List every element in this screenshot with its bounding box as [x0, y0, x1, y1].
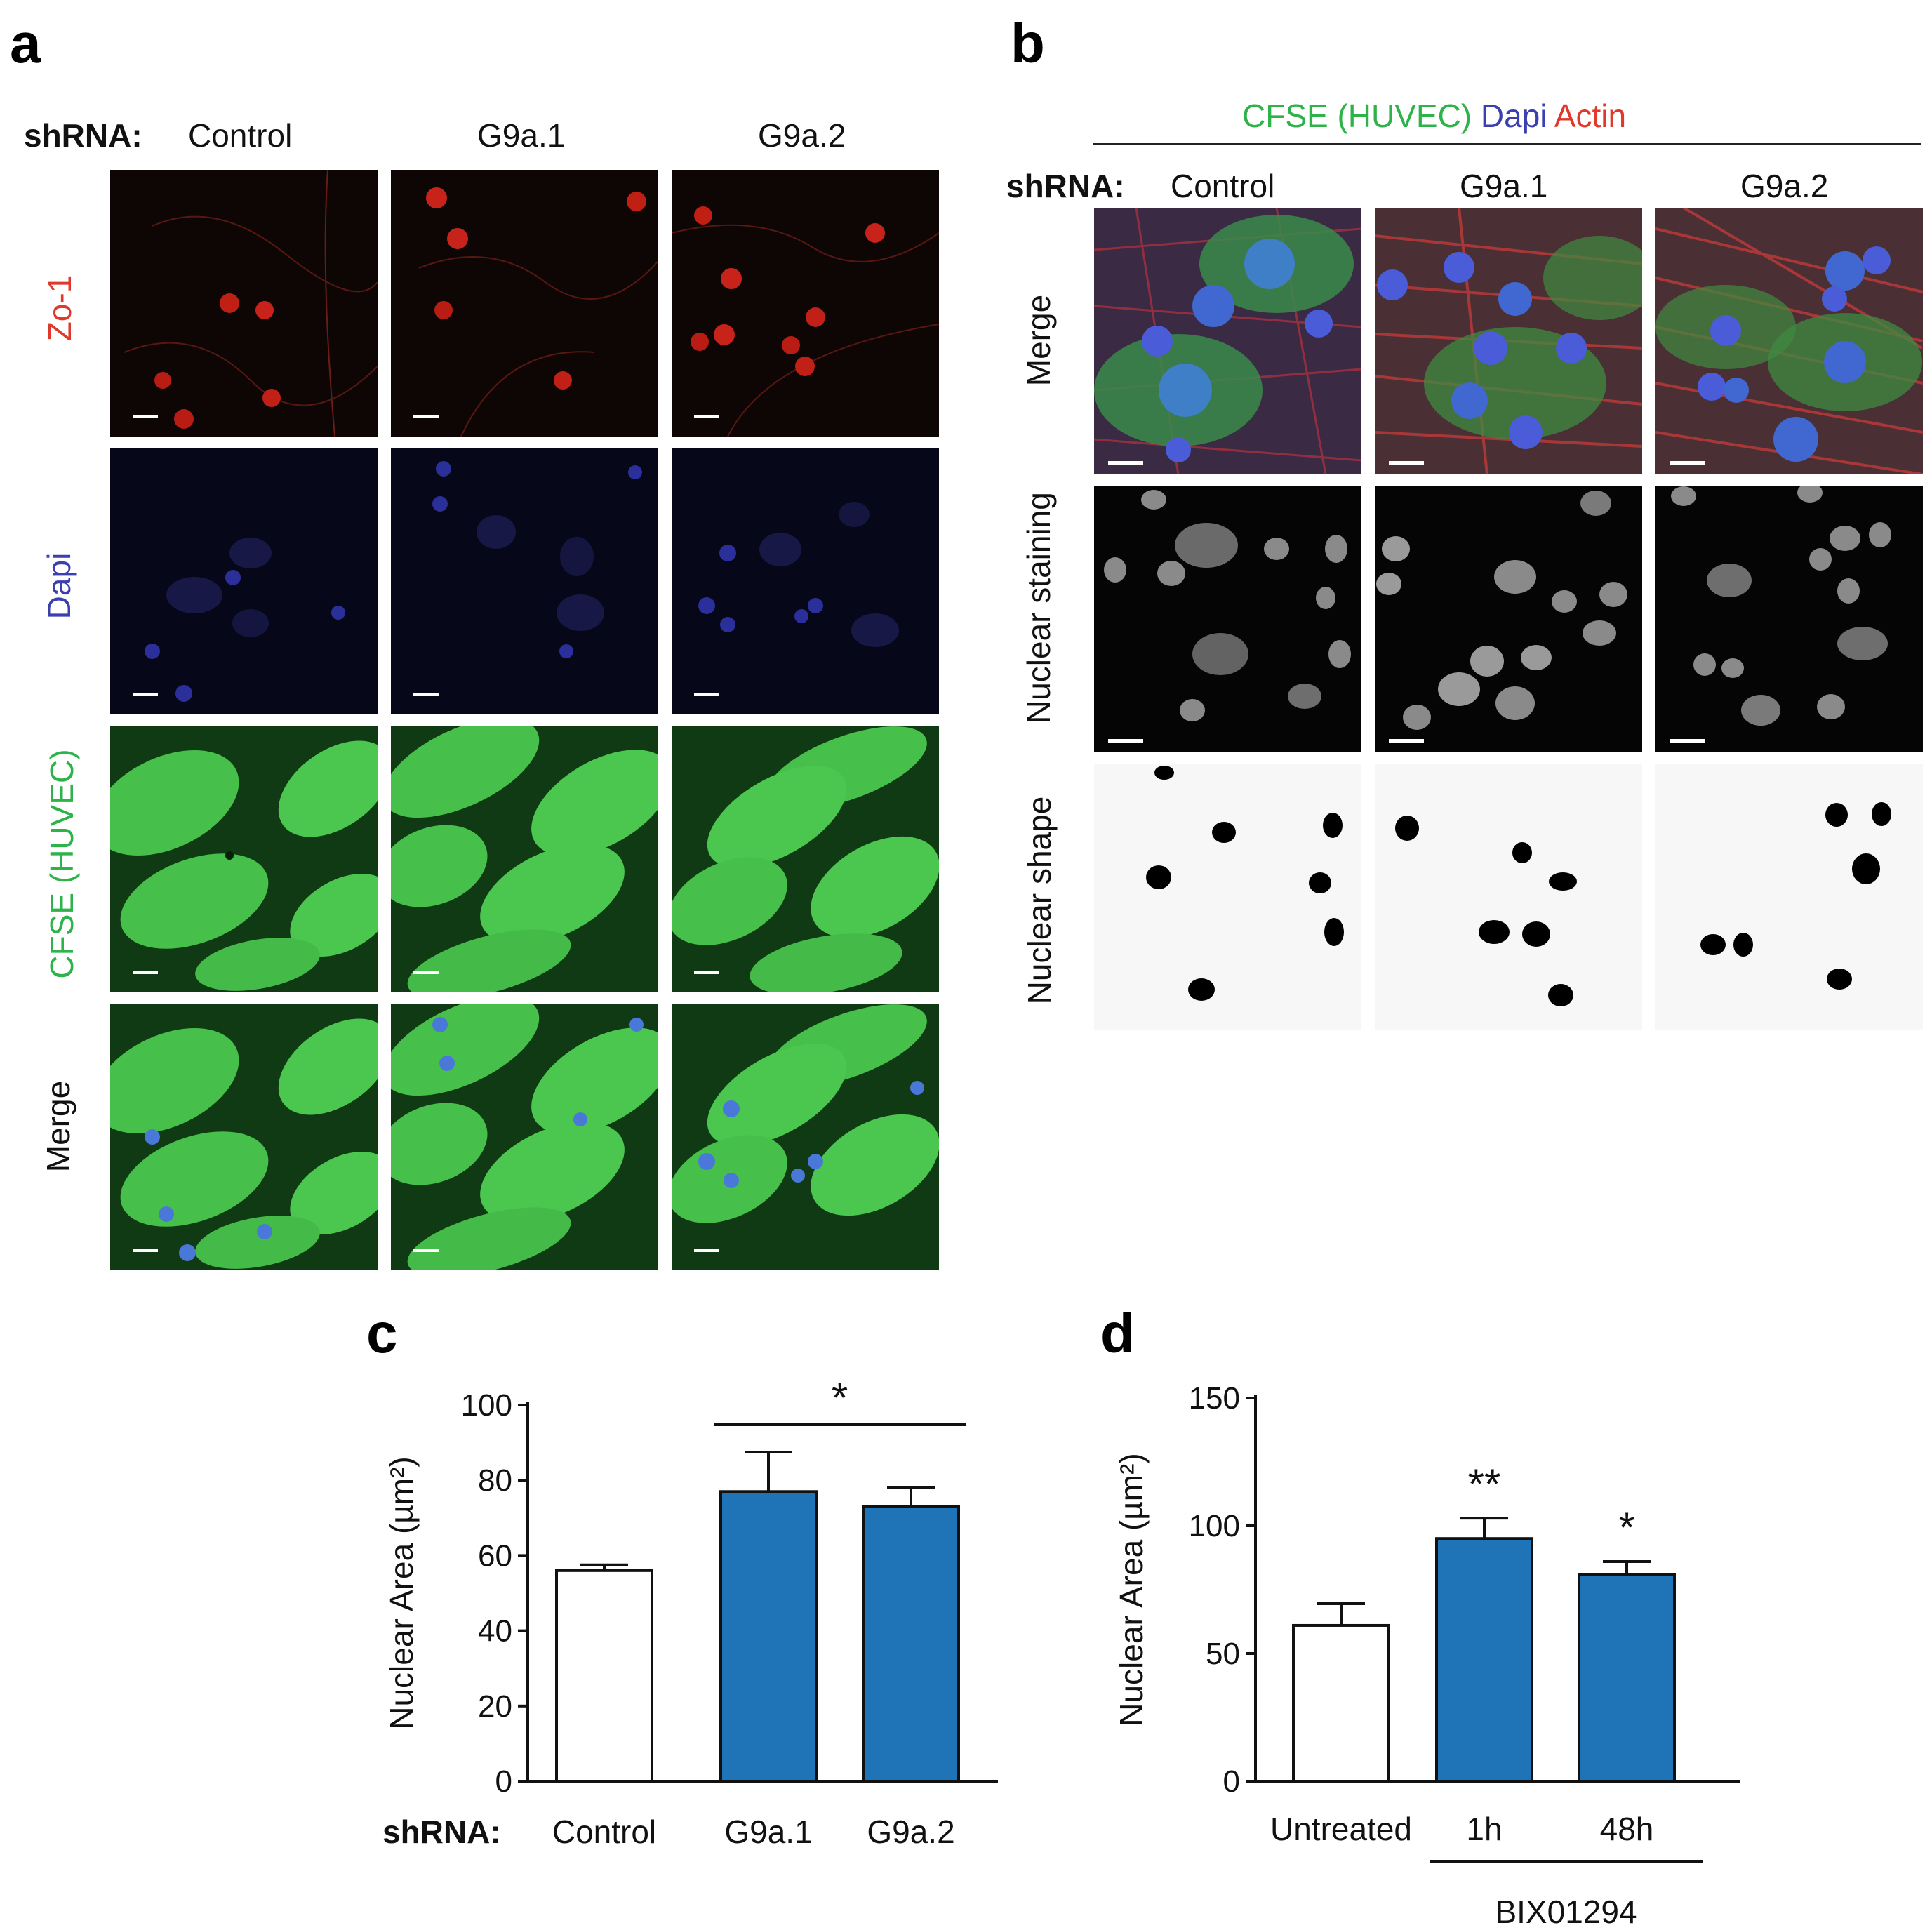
image-merge-b-control: [1094, 208, 1361, 474]
scale-bar: [1389, 461, 1424, 465]
x-tick-label: 48h: [1600, 1811, 1654, 1847]
image-nuclear-shape-g9a2: [1655, 764, 1923, 1030]
panel-a-col-g9a2: G9a.2: [758, 117, 846, 154]
panel-a-shrna-label: shRNA:: [24, 117, 142, 154]
image-cfse-control: [110, 726, 378, 992]
x-tick-label: G9a.2: [867, 1813, 954, 1850]
scale-bar: [1389, 739, 1424, 743]
y-tick-label: 80: [478, 1463, 512, 1498]
x-tick-label: G9a.1: [724, 1813, 812, 1850]
significance-label: *: [1618, 1504, 1634, 1551]
panel-a-letter: a: [10, 12, 41, 74]
panel-a-col-g9a1: G9a.1: [477, 117, 566, 154]
image-merge-a-control: [110, 1004, 378, 1270]
x-category-prefix: shRNA:: [382, 1813, 501, 1850]
scale-bar: [694, 693, 719, 696]
significance-label: *: [832, 1374, 848, 1421]
x-tick-label: Untreated: [1270, 1811, 1412, 1847]
image-nuclear-shape-g9a1: [1375, 764, 1642, 1030]
scale-bar: [413, 415, 439, 418]
bar: [1578, 1573, 1676, 1783]
image-dapi-control: [110, 448, 378, 714]
y-tick-label: 100: [1189, 1509, 1240, 1543]
stain-dapi-label: Dapi: [1480, 98, 1547, 134]
scale-bar: [1670, 461, 1705, 465]
image-zo1-g9a1: [391, 170, 658, 437]
image-merge-a-g9a1: [391, 1004, 658, 1270]
scale-bar: [413, 693, 439, 696]
y-axis-label: Nuclear Area (µm²): [1113, 1453, 1150, 1726]
panel-b-shrna-label: shRNA:: [1006, 168, 1125, 204]
bar: [1435, 1537, 1533, 1783]
scale-bar: [133, 693, 158, 696]
scale-bar: [133, 1249, 158, 1252]
x-tick-label: Control: [552, 1813, 656, 1850]
scale-bar: [413, 1249, 439, 1252]
image-nuclear-staining-control: [1094, 486, 1361, 752]
group-label: BIX01294: [1495, 1894, 1637, 1930]
image-merge-b-g9a2: [1655, 208, 1923, 474]
y-tick-label: 60: [478, 1538, 512, 1573]
image-zo1-control: [110, 170, 378, 437]
scale-bar: [694, 415, 719, 418]
y-tick-label: 40: [478, 1614, 512, 1649]
scale-bar: [133, 415, 158, 418]
scale-bar: [413, 971, 439, 974]
scale-bar: [1108, 739, 1143, 743]
y-tick-label: 100: [461, 1388, 512, 1423]
image-dapi-g9a1: [391, 448, 658, 714]
image-nuclear-staining-g9a2: [1655, 486, 1923, 752]
image-zo1-g9a2: [672, 170, 939, 437]
scale-bar: [694, 1249, 719, 1252]
panel-b-col-g9a1: G9a.1: [1460, 168, 1548, 204]
image-merge-b-g9a1: [1375, 208, 1642, 474]
stain-cfse-label: CFSE (HUVEC): [1242, 98, 1472, 134]
image-dapi-g9a2: [672, 448, 939, 714]
x-tick-label: 1h: [1466, 1811, 1502, 1847]
panel-a-col-control: Control: [188, 117, 293, 154]
y-axis-label: Nuclear Area (µm²): [383, 1456, 420, 1729]
panel-b-letter: b: [1011, 12, 1045, 74]
y-tick-label: 0: [1223, 1764, 1240, 1799]
panel-d-letter: d: [1100, 1302, 1135, 1364]
panel-b-header-rule: [1093, 143, 1921, 145]
panel-b-col-g9a2: G9a.2: [1740, 168, 1829, 204]
stain-actin-label: Actin: [1554, 98, 1627, 134]
y-tick-label: 50: [1206, 1637, 1240, 1671]
panel-b-stain-header: CFSE (HUVEC) Dapi Actin: [1242, 100, 1626, 132]
bar: [862, 1505, 960, 1783]
image-cfse-g9a1: [391, 726, 658, 992]
y-tick-label: 150: [1189, 1381, 1240, 1416]
scale-bar: [1108, 461, 1143, 465]
scale-bar: [1670, 739, 1705, 743]
bar: [1292, 1623, 1390, 1783]
y-tick-label: 20: [478, 1689, 512, 1724]
scale-bar: [694, 971, 719, 974]
scale-bar: [133, 971, 158, 974]
image-nuclear-staining-g9a1: [1375, 486, 1642, 752]
image-merge-a-g9a2: [672, 1004, 939, 1270]
significance-label: **: [1468, 1460, 1501, 1508]
panel-b-col-control: Control: [1171, 168, 1275, 204]
image-nuclear-shape-control: [1094, 764, 1361, 1030]
bar: [555, 1569, 653, 1783]
y-tick-label: 0: [495, 1764, 512, 1799]
image-cfse-g9a2: [672, 726, 939, 992]
panel-c-letter: c: [366, 1302, 398, 1364]
